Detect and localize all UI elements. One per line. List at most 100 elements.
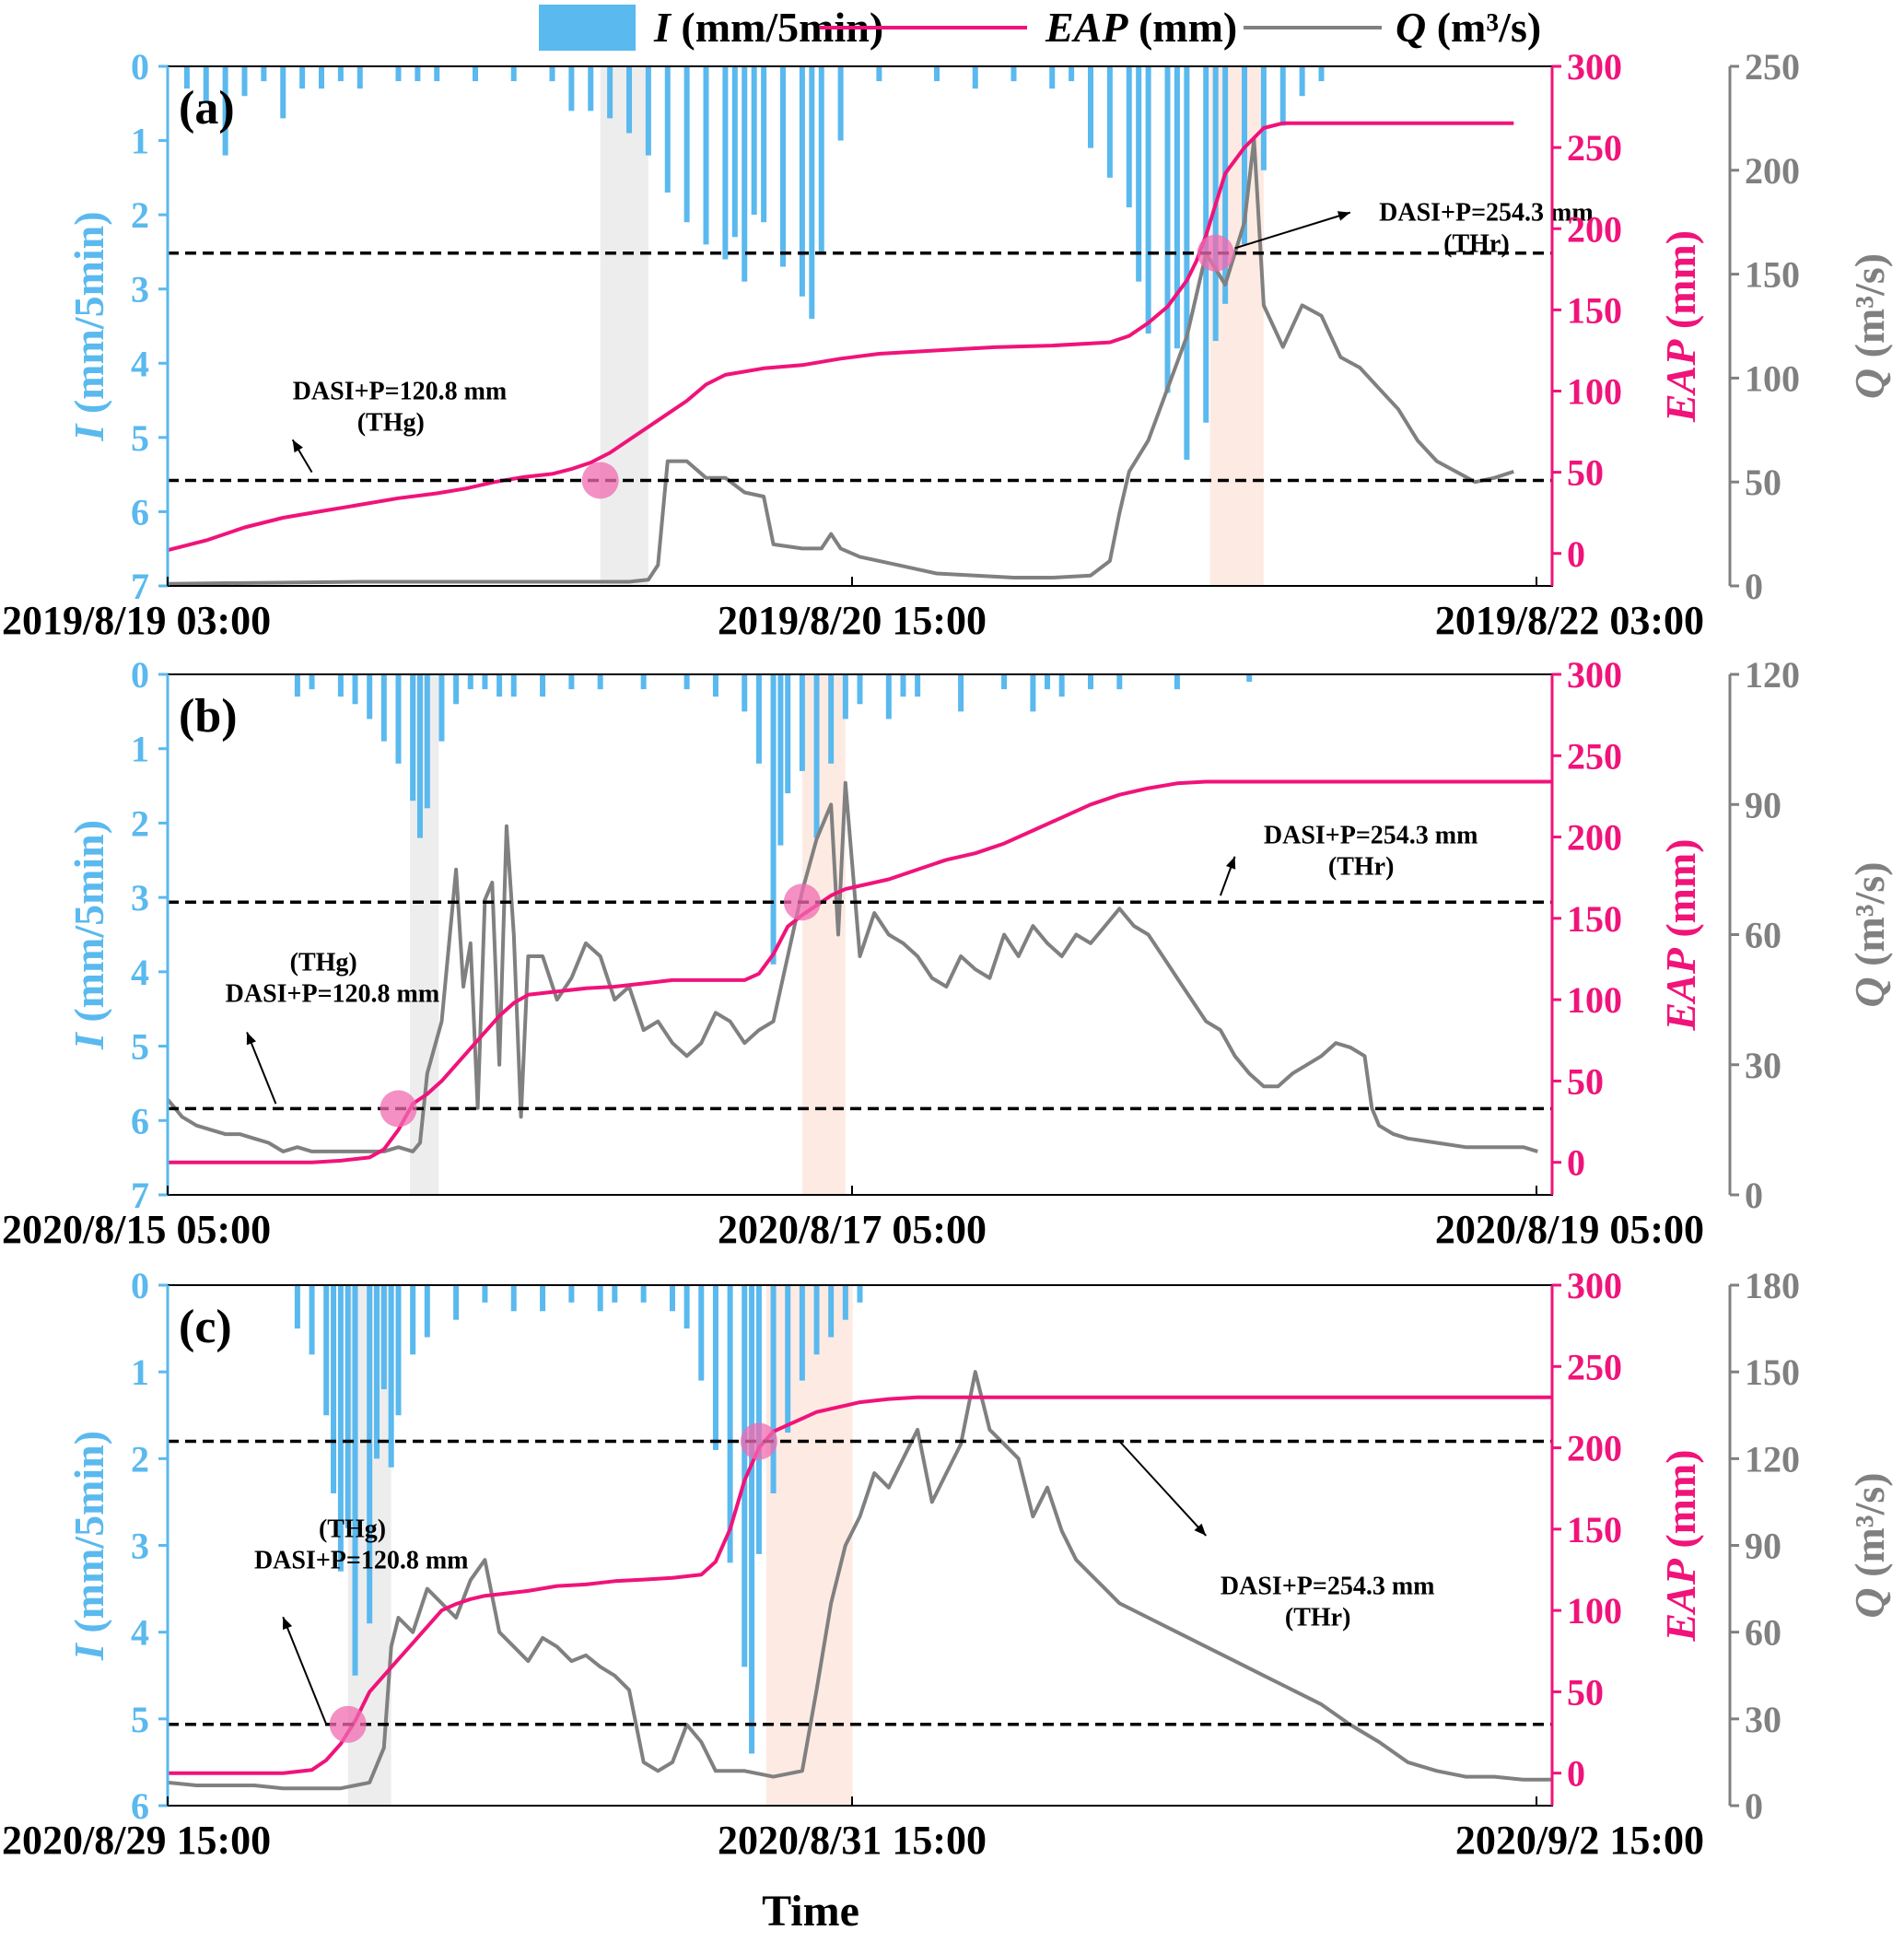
i-tick-label: 3 [131,269,149,310]
legend-swatch-I [539,5,636,51]
q-tick-label: 100 [1745,357,1800,399]
i-bar [640,674,647,690]
i-bar [1242,66,1247,245]
i-bar [885,674,892,719]
i-bar [510,674,517,697]
i-bar [799,1285,805,1381]
i-bar [352,1285,358,1676]
i-tick-label: 5 [131,417,149,459]
eap-tick-label: 250 [1567,735,1622,777]
i-bar [380,674,387,742]
eap-tick-label: 200 [1567,1428,1622,1469]
eap-tick-label: 300 [1567,1265,1622,1306]
i-tick-label: 0 [131,1265,149,1306]
i-bar [1222,66,1229,304]
i-bar [626,66,632,134]
shade-thg [600,66,648,586]
i-bar [837,66,844,141]
threshold-marker [581,462,619,499]
x-tick-label: 2019/8/19 03:00 [2,598,271,643]
i-bar [785,1285,791,1433]
eap-tick-label: 0 [1567,1753,1585,1795]
i-bar [280,66,286,119]
i-bar [309,1285,315,1355]
i-bar [731,66,738,238]
q-line [166,780,1538,1153]
shade-thr [765,1285,853,1806]
eap-tick-label: 300 [1567,46,1622,88]
threshold-arrow [1234,211,1351,250]
q-tick-label: 120 [1745,1438,1800,1480]
i-bar [785,674,791,794]
threshold-arrow [246,1032,277,1105]
i-bar [424,674,430,809]
q-tick-label: 250 [1745,46,1800,88]
i-bar [1145,66,1151,334]
x-tick-label: 2019/8/20 15:00 [718,598,987,643]
i-bar [813,1285,820,1355]
i-bar [664,66,671,193]
i-bar [1001,674,1008,690]
i-bar [683,674,690,690]
eap-tick-label: 250 [1567,127,1622,169]
i-bar [356,66,363,89]
i-bar [367,674,373,719]
i-bar [473,66,478,82]
i-bar [761,66,767,223]
i-bar [352,674,358,705]
i-tick-label: 5 [131,1026,149,1068]
eap-tick-label: 300 [1567,654,1622,696]
panel-1: DASI+P=120.8 mm (THg) DASI+P=254.3 mm(THr)… [2,46,1893,643]
panel-3: (THg) DASI+P=120.8 mm DASI+P=254.3 mm (THr)… [2,1265,1893,1863]
i-tick-label: 2 [131,1438,149,1480]
q-tick-label: 50 [1745,462,1781,503]
i-tick-label: 6 [131,1100,149,1141]
i-tick-label: 3 [131,877,149,918]
i-bar [380,1285,387,1389]
i-bar [669,1285,675,1312]
q-line [167,1370,1552,1791]
i-tick-label: 4 [131,1612,149,1654]
q-axis-label: Q (m³/s) [1846,1472,1893,1618]
i-bar [1279,66,1286,126]
i-bar [842,1285,848,1320]
threshold-annotation: (THr) [1443,229,1510,258]
i-bar [337,66,344,82]
eap-tick-label: 100 [1567,371,1622,413]
i-bar [261,66,267,82]
i-bar [588,66,594,111]
i-bar [416,674,423,838]
q-tick-label: 120 [1745,654,1800,696]
panel-2: (THg)DASI+P=120.8 mm DASI+P=254.3 mm (THr)… [2,654,1893,1252]
i-bar [915,674,921,697]
x-axis-label: Time [762,1887,859,1936]
threshold-arrowhead [1225,856,1236,870]
threshold-annotation: DASI+P=254.3 mm [1221,1572,1435,1600]
x-tick-label: 2020/9/2 15:00 [1455,1818,1704,1863]
i-bar [1136,66,1142,282]
q-tick-label: 30 [1745,1045,1781,1086]
i-bar [683,66,690,223]
eap-axis-label: EAP (mm) [1657,230,1704,423]
i-axis-label: I (mm/5min) [65,1431,112,1661]
i-bar [424,1285,430,1338]
i-tick-label: 2 [131,194,149,236]
i-bar [813,674,820,838]
eap-tick-label: 200 [1567,208,1622,250]
plot-frame [167,65,1553,587]
eap-tick-label: 100 [1567,979,1622,1021]
q-axis-label: Q (m³/s) [1846,253,1893,399]
i-bar [438,674,445,742]
threshold-annotation: (THg) [319,1515,386,1544]
i-bar [568,674,575,690]
i-bar [203,66,209,104]
threshold-arrowhead [246,1032,256,1046]
eap-tick-label: 250 [1567,1346,1622,1387]
eap-tick-label: 0 [1567,533,1585,575]
threshold-arrowhead [292,439,303,453]
i-bar [1116,674,1123,690]
eap-tick-label: 200 [1567,817,1622,859]
i-bar [395,66,402,82]
i-bar [388,1285,394,1468]
i-bar [780,66,786,267]
